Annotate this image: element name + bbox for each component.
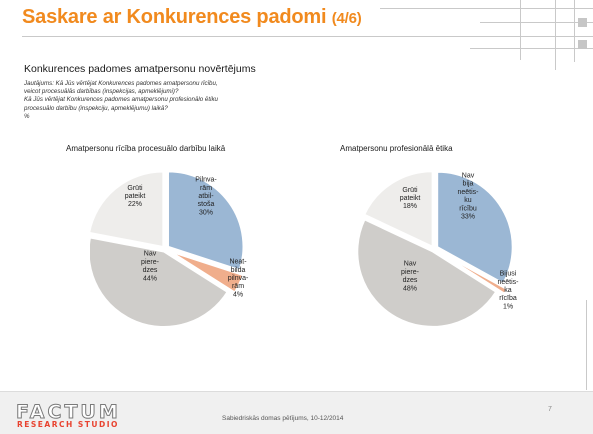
pie-label-line: 33% (461, 214, 475, 221)
deco-line (574, 0, 575, 62)
chart-title-left: Amatpersonu rīcība procesuālo darbību la… (66, 144, 226, 153)
pie-slice (363, 170, 434, 248)
question-line: Kā Jūs vērtējat Konkurences padomes amat… (24, 96, 218, 104)
pie-slice-label: Grūti pateikt 18% (400, 187, 421, 210)
pie-label-line: ku (464, 197, 472, 204)
pie-label-line: rīcību (459, 205, 477, 212)
pie-label-line: stoša (198, 201, 215, 208)
pie-label-line: piere- (141, 259, 160, 266)
question-line: veicot procesuālās darbības (inspekcijas… (24, 88, 179, 96)
pie-label-line: Nav (462, 173, 475, 180)
pie-label-line: 22% (128, 201, 142, 208)
pie-label-line: dzes (403, 277, 418, 284)
pie-slice-label: Pilnva-rām atbil-stoša 30% (195, 177, 217, 217)
pie-label-line: dzes (143, 267, 158, 274)
pie-slice (356, 218, 497, 328)
pie-slice-label: Neat-bilda pilnva-rām 4% (228, 259, 249, 299)
pie-slice-label: Bijusi neētis-ka rīcība 1% (497, 271, 519, 311)
pie-label-line: piere- (401, 269, 420, 276)
pie-label-line: neētis- (497, 279, 519, 286)
deco-line (380, 8, 593, 9)
pie-label-line: 18% (403, 203, 417, 210)
pie-label-line: rīcība (499, 295, 517, 302)
pie-label-line: ka (504, 287, 512, 294)
pie-slice-label: Nav bija neētis-ku rīcību 33% (457, 173, 479, 221)
footer-source: Sabiedriskās domas pētījums, 10-12/2014 (222, 415, 344, 422)
pie-slice (90, 236, 229, 328)
slide-title: Saskare ar Konkurences padomi (4/6) (22, 6, 362, 28)
pie-label-line: Pilnva- (195, 177, 217, 184)
deco-line (520, 0, 521, 60)
pie-label-line: Nav (144, 251, 157, 258)
slide-subtitle: Konkurences padomes amatpersonu novērtēj… (24, 63, 256, 75)
pie-label-line: pilnva- (228, 275, 249, 282)
pie-label-line: atbil- (198, 193, 214, 200)
page-number: 7 (548, 406, 552, 413)
pie-slice-label: Nav piere-dzes 48% (401, 261, 420, 293)
pie-slice-label: Grūti pateikt 22% (125, 185, 146, 208)
pie-label-line: Neat- (229, 259, 247, 266)
pie-slice (167, 170, 244, 271)
deco-line (586, 300, 587, 390)
question-unit: % (24, 112, 30, 120)
pie-label-line: 30% (199, 209, 213, 216)
question-line: procesuālo darbību (inspekciju, apmeklēj… (24, 104, 168, 112)
pie-label-line: 44% (143, 275, 157, 282)
pie-label-line: Grūti (127, 185, 143, 192)
factum-logo: FACTUM (16, 401, 121, 424)
pie-slice (90, 170, 164, 248)
pie-slice-label: Nav piere-dzes 44% (141, 251, 160, 283)
chart-title-right: Amatpersonu profesionālā ētika (340, 144, 453, 153)
deco-line (470, 48, 593, 49)
deco-square (578, 18, 587, 27)
pie-label-line: rām (200, 185, 212, 192)
deco-line (480, 22, 593, 23)
pie-label-line: 48% (403, 285, 417, 292)
deco-line (555, 0, 556, 70)
deco-square (578, 40, 587, 49)
pie-label-line: 1% (503, 303, 513, 310)
pie-label-line: Bijusi (500, 271, 517, 278)
question-line: Jautājums: Kā Jūs vērtējat Konkurences p… (24, 80, 218, 87)
pie-label-line: bija (463, 181, 474, 188)
pie-label-line: neētis- (457, 189, 479, 196)
pie-label-line: Grūti (402, 187, 418, 194)
slide-title-part: (4/6) (331, 10, 362, 27)
pie-label-line: pateikt (400, 195, 421, 202)
pie-slice (440, 252, 508, 295)
pie-chart-left: Pilnva-rām atbil-stoša 30%Neat-bilda pilnva… (90, 170, 249, 328)
pie-slice (170, 251, 244, 294)
pie-slice (436, 171, 514, 285)
footer-bar (0, 391, 593, 434)
pie-label-line: 4% (233, 291, 243, 298)
pie-label-line: rām (232, 283, 244, 290)
question-text: Jautājums: Kā Jūs vērtējat Konkurences p… (24, 80, 324, 121)
pie-chart-right: Nav bija neētis-ku rīcību 33%Bijusi neētis-ka… (356, 170, 519, 328)
pie-label-line: bilda (231, 267, 246, 274)
title-underline (22, 36, 593, 37)
pie-label-line: Nav (404, 261, 417, 268)
pie-label-line: pateikt (125, 193, 146, 200)
factum-logo-subtitle: RESEARCH STUDIO (17, 420, 119, 429)
